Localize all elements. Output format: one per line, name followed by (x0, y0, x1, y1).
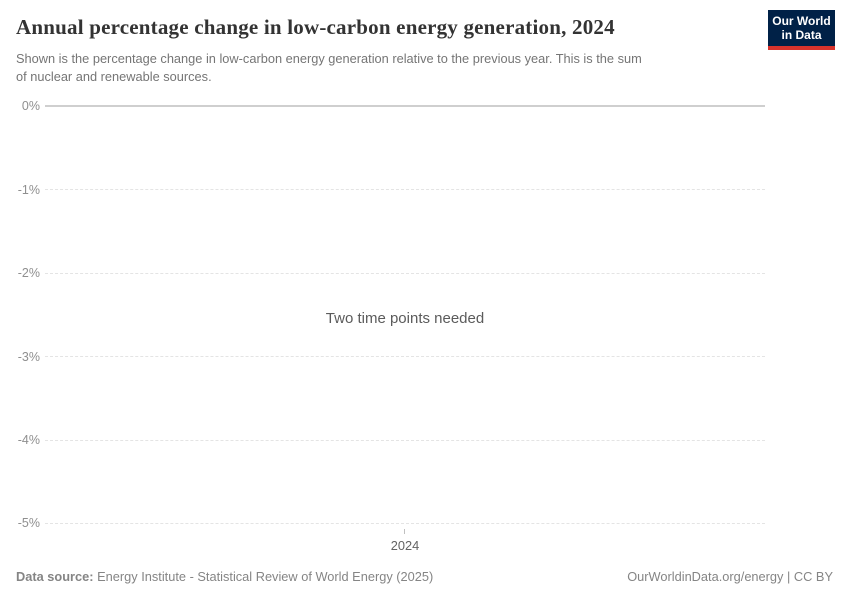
owid-logo[interactable]: Our World in Data (768, 10, 835, 50)
data-source-label: Data source: (16, 569, 94, 584)
x-axis-tick (404, 529, 405, 534)
owid-logo-line1: Our World (772, 14, 831, 28)
y-axis-tick-label: -5% (17, 516, 40, 530)
chart-subtitle-line2: of nuclear and renewable sources. (16, 68, 212, 84)
gridline-neg1pct (45, 189, 765, 190)
gridline-neg4pct (45, 440, 765, 441)
attribution-link[interactable]: OurWorldinData.org/energy | CC BY (627, 569, 833, 584)
x-axis-tick-label: 2024 (390, 538, 420, 553)
y-axis-tick-label: -1% (17, 183, 40, 197)
chart-subtitle: Shown is the percentage change in low-ca… (16, 50, 756, 85)
y-axis-tick-label: -4% (17, 433, 40, 447)
y-axis-tick-label: -2% (17, 266, 40, 280)
no-data-message: Two time points needed (325, 310, 485, 327)
y-axis-tick-label: -3% (17, 350, 40, 364)
data-source-value: Energy Institute - Statistical Review of… (97, 569, 434, 584)
chart-subtitle-line1: Shown is the percentage change in low-ca… (16, 51, 642, 66)
owid-logo-line2: in Data (781, 27, 822, 42)
chart-title: Annual percentage change in low-carbon e… (16, 15, 615, 39)
gridline-neg5pct (45, 523, 765, 524)
gridline-neg3pct (45, 356, 765, 357)
gridline-0pct (45, 105, 765, 107)
y-axis-tick-label: 0% (21, 99, 40, 113)
data-source: Data source: Energy Institute - Statisti… (16, 569, 433, 584)
gridline-neg2pct (45, 273, 765, 274)
